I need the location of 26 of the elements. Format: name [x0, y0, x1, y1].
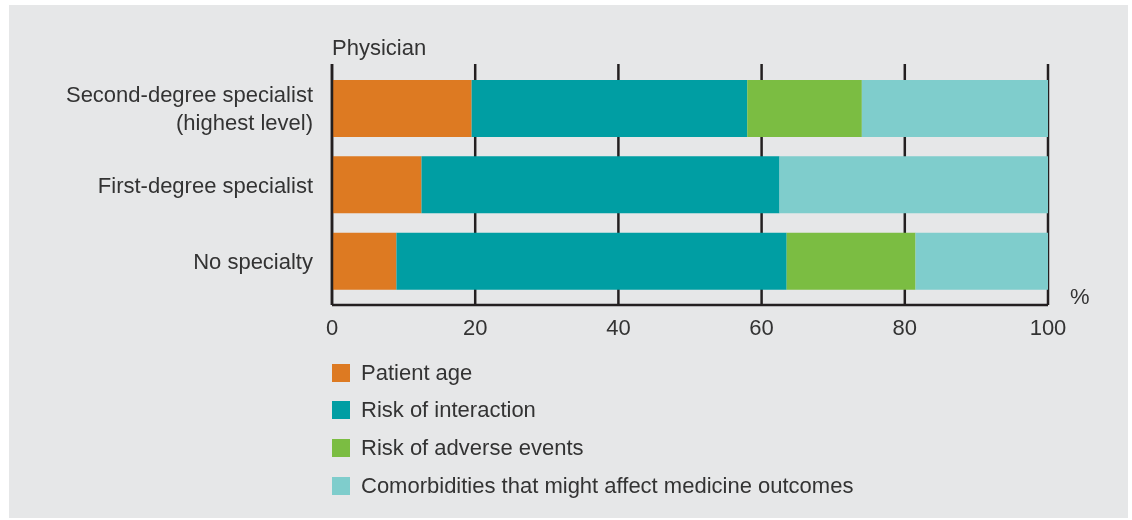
bar: [332, 156, 422, 214]
x-tick-label: 60: [749, 314, 774, 340]
legend-label: Risk of adverse events: [361, 434, 584, 461]
x-axis-title: %: [1070, 284, 1090, 309]
legend-label: Patient age: [361, 359, 473, 386]
legend-label: Comorbidities that might affect medicine outcomes: [361, 472, 854, 499]
bar: [332, 232, 397, 290]
bar: [786, 232, 916, 290]
y-axis-title: Physician: [332, 35, 427, 60]
bar: [915, 232, 1048, 290]
bar: [332, 80, 472, 137]
bar: [779, 156, 1048, 214]
y-tick-label: First-degree specialist: [97, 172, 313, 197]
bar: [747, 80, 862, 137]
bar: [471, 80, 748, 137]
x-tick-label: 20: [462, 314, 488, 340]
x-tick-label: 80: [892, 314, 918, 340]
x-tick-label: 0: [325, 314, 339, 340]
bar: [421, 156, 780, 214]
y-tick-label: Second-degree specialist (highest level): [65, 81, 313, 135]
x-tick-label: 40: [606, 314, 631, 340]
x-tick-label: 100: [1029, 314, 1067, 340]
y-tick-label: No specialty: [193, 248, 313, 274]
legend-label: Risk of interaction: [361, 397, 536, 424]
bar: [396, 232, 787, 290]
bar: [861, 80, 1048, 137]
